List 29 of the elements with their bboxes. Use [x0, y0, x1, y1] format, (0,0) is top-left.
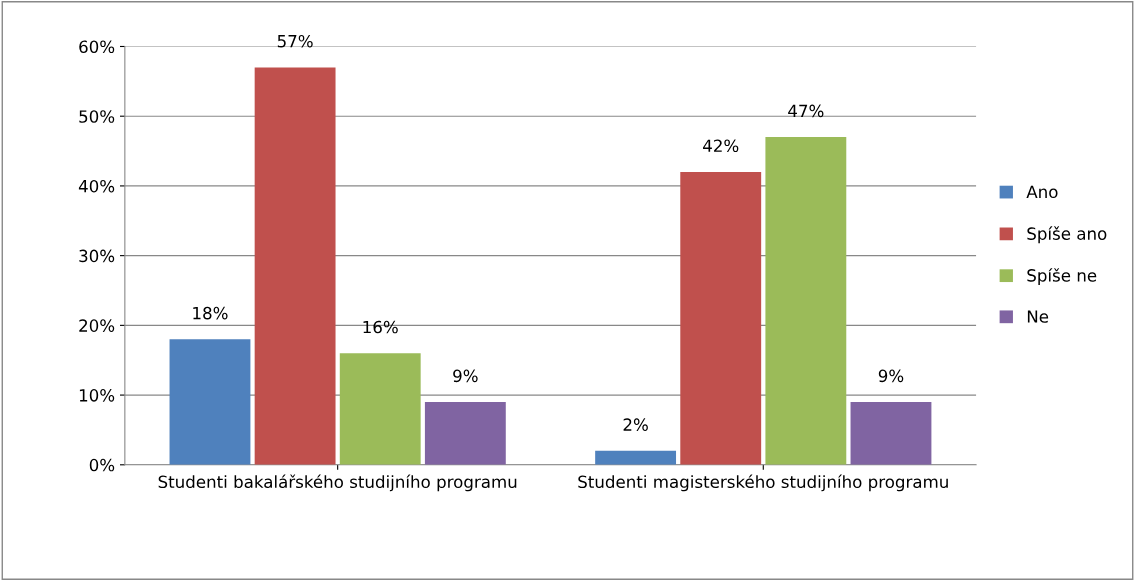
legend-label: Ano [1026, 185, 1058, 199]
bar [424, 402, 506, 465]
y-tick-label: 10% [79, 389, 115, 402]
legend-label: Spíše ne [1027, 268, 1097, 285]
y-tick-label: 50% [79, 110, 115, 123]
bar [850, 402, 932, 465]
x-tick-label: Studenti magisterského studijního programu [578, 474, 948, 492]
data-label: 9% [453, 369, 478, 383]
y-tick-label: 20% [79, 319, 115, 332]
bar [254, 67, 336, 465]
y-tick-label: 60% [79, 40, 115, 54]
bar [595, 450, 677, 465]
data-label: 9% [878, 369, 904, 383]
data-label: 47% [788, 104, 824, 118]
bar [680, 171, 762, 465]
data-label: 57% [277, 34, 313, 48]
bar [339, 353, 421, 465]
data-label: 16% [363, 320, 398, 334]
x-tick-label: Studenti bakalářského studijního programu [158, 474, 517, 492]
legend-label: Spíše ano [1027, 226, 1107, 244]
y-tick-label: 0% [89, 458, 115, 472]
legend-label: Ne [1027, 310, 1049, 323]
bar [169, 339, 251, 465]
y-tick-label: 30% [79, 249, 115, 263]
bar [765, 137, 847, 465]
y-tick-label: 40% [78, 179, 115, 193]
data-label: 42% [703, 139, 739, 153]
data-label: 2% [623, 418, 648, 431]
data-label: 18% [193, 306, 228, 320]
